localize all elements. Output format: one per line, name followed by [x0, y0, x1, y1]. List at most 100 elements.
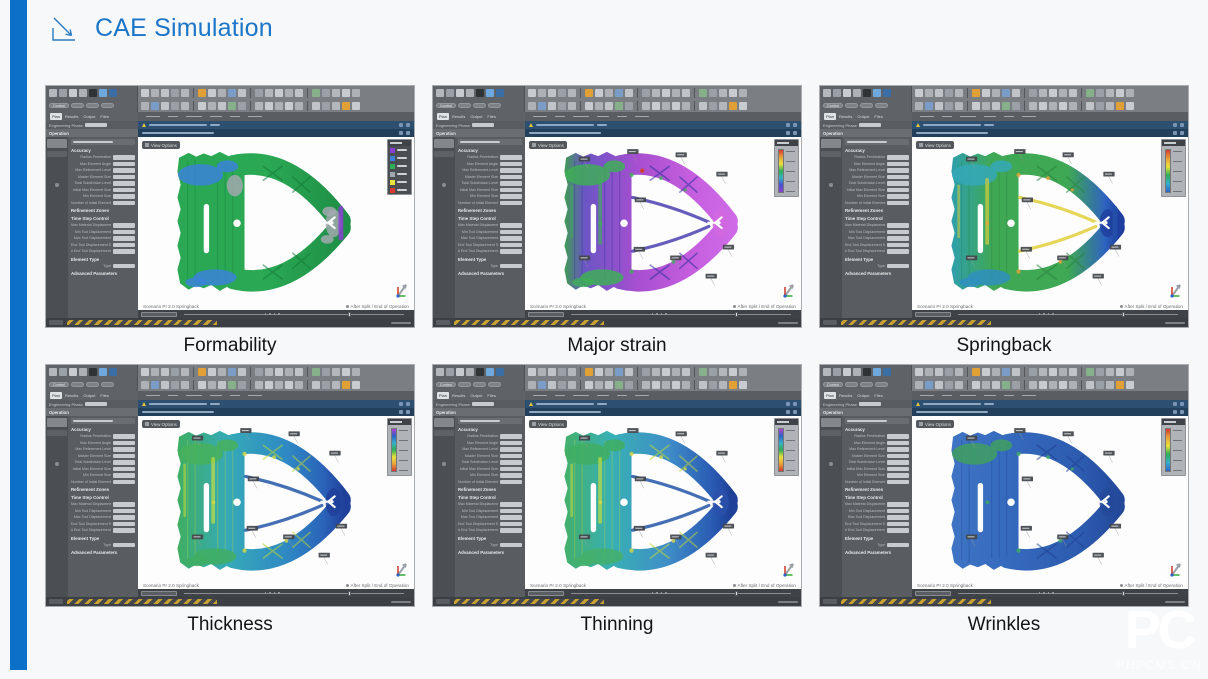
toolbar-icon[interactable]	[171, 380, 179, 389]
field-input[interactable]	[500, 466, 522, 471]
toolbar-icon[interactable]	[585, 101, 593, 110]
tab-plan[interactable]: Plan	[437, 392, 450, 399]
toolbar-icon[interactable]	[466, 367, 474, 376]
time-slider-handle[interactable]	[347, 311, 351, 317]
toolbar-icon[interactable]	[312, 367, 320, 376]
toolbar-icon[interactable]	[558, 380, 566, 389]
toolbar-icon[interactable]	[853, 88, 861, 97]
field-input[interactable]	[500, 502, 522, 507]
section-header[interactable]: Time Step Control	[71, 216, 109, 221]
log-button[interactable]	[49, 599, 63, 604]
engineering-phase-dropdown[interactable]	[858, 401, 881, 407]
selection-bar-2[interactable]	[138, 129, 414, 137]
toolbar-icon[interactable]	[255, 367, 263, 376]
toolbar-icon[interactable]	[312, 101, 320, 110]
section-header[interactable]: Accuracy	[458, 148, 478, 153]
toolbar-icon[interactable]	[342, 101, 350, 110]
toolbar-icon[interactable]	[99, 367, 107, 376]
field-input[interactable]	[113, 528, 135, 533]
field-input[interactable]	[500, 473, 522, 478]
toolbar-icon[interactable]	[585, 380, 593, 389]
section-header[interactable]: Advanced Parameters	[71, 550, 118, 555]
toolbar-icon[interactable]	[719, 380, 727, 389]
toolbar-icon[interactable]	[218, 367, 226, 376]
toolbar-icon[interactable]	[699, 380, 707, 389]
toolbar-icon[interactable]	[89, 367, 97, 376]
tab-files[interactable]: Files	[100, 114, 109, 119]
section-header[interactable]: Accuracy	[458, 427, 478, 432]
toolbar-icon[interactable]	[1069, 101, 1077, 110]
toolbar-icon[interactable]	[151, 101, 159, 110]
field-input[interactable]	[500, 187, 522, 192]
mode-pill[interactable]	[458, 103, 471, 108]
toolbar-icon[interactable]	[238, 88, 246, 97]
toolbar-icon[interactable]	[699, 367, 707, 376]
toolbar-icon[interactable]	[548, 101, 556, 110]
section-header[interactable]: Time Step Control	[458, 495, 496, 500]
toolbar-icon[interactable]	[228, 367, 236, 376]
tab-results[interactable]: Results	[65, 393, 79, 398]
toolbar-icon[interactable]	[265, 367, 273, 376]
toolbar-icon[interactable]	[982, 101, 990, 110]
field-input[interactable]	[500, 249, 522, 254]
toolbar-icon[interactable]	[161, 101, 169, 110]
toolbar-icon[interactable]	[982, 380, 990, 389]
toolbar-icon[interactable]	[466, 88, 474, 97]
field-input[interactable]	[500, 200, 522, 205]
section-header[interactable]: Accuracy	[71, 427, 91, 432]
toolbar-icon[interactable]	[228, 101, 236, 110]
toolbar-icon[interactable]	[1029, 88, 1037, 97]
toolbar-icon[interactable]	[69, 88, 77, 97]
time-slider[interactable]	[525, 589, 801, 597]
operation-list[interactable]	[820, 416, 842, 597]
toolbar-icon[interactable]	[332, 380, 340, 389]
engineering-phase-dropdown[interactable]	[84, 401, 107, 407]
selection-bar-1[interactable]	[525, 400, 801, 408]
toolbar-icon[interactable]	[992, 367, 1000, 376]
toolbar-icon[interactable]	[925, 88, 933, 97]
field-input[interactable]	[113, 174, 135, 179]
section-header[interactable]: Element Type	[458, 256, 487, 262]
toolbar-icon[interactable]	[662, 380, 670, 389]
time-slider-track[interactable]	[571, 313, 791, 315]
toolbar-icon[interactable]	[218, 380, 226, 389]
section-header[interactable]: Advanced Parameters	[845, 550, 892, 555]
toolbar-icon[interactable]	[1126, 380, 1134, 389]
toolbar-icon[interactable]	[972, 380, 980, 389]
time-slider-handle[interactable]	[1121, 590, 1125, 596]
mode-pill[interactable]	[71, 103, 84, 108]
toolbar-icon[interactable]	[992, 88, 1000, 97]
toolbar-icon[interactable]	[945, 367, 953, 376]
toolbar-icon[interactable]	[662, 88, 670, 97]
toolbar-icon[interactable]	[528, 367, 536, 376]
toolbar-icon[interactable]	[945, 101, 953, 110]
field-input[interactable]	[887, 434, 909, 439]
toolbar-icon[interactable]	[446, 367, 454, 376]
toolbar-icon[interactable]	[982, 367, 990, 376]
toolbar-icon[interactable]	[699, 88, 707, 97]
field-input[interactable]	[500, 528, 522, 533]
toolbar-icon[interactable]	[863, 88, 871, 97]
toolbar-icon[interactable]	[1049, 367, 1057, 376]
mode-pill[interactable]	[860, 382, 873, 387]
view-options-button[interactable]: View Options	[916, 141, 954, 149]
section-header[interactable]: Advanced Parameters	[845, 271, 892, 276]
view-options-button[interactable]: View Options	[916, 420, 954, 428]
toolbar-icon[interactable]	[141, 380, 149, 389]
field-input[interactable]	[887, 440, 909, 445]
field-input[interactable]	[500, 521, 522, 526]
toolbar-icon[interactable]	[198, 101, 206, 110]
toolbar-icon[interactable]	[295, 380, 303, 389]
field-input[interactable]	[887, 515, 909, 520]
section-header[interactable]: Element Type	[845, 535, 874, 541]
tab-output[interactable]: Output	[470, 393, 483, 398]
section-header[interactable]: Element Type	[845, 256, 874, 262]
section-header[interactable]: Element Type	[71, 535, 100, 541]
operation-list[interactable]	[820, 137, 842, 318]
operation-list-item-selected[interactable]	[821, 418, 841, 427]
toolbar-icon[interactable]	[642, 380, 650, 389]
operation-list-item[interactable]	[821, 151, 841, 157]
toolbar-icon[interactable]	[181, 88, 189, 97]
field-input[interactable]	[113, 236, 135, 241]
toolbar-icon[interactable]	[265, 88, 273, 97]
